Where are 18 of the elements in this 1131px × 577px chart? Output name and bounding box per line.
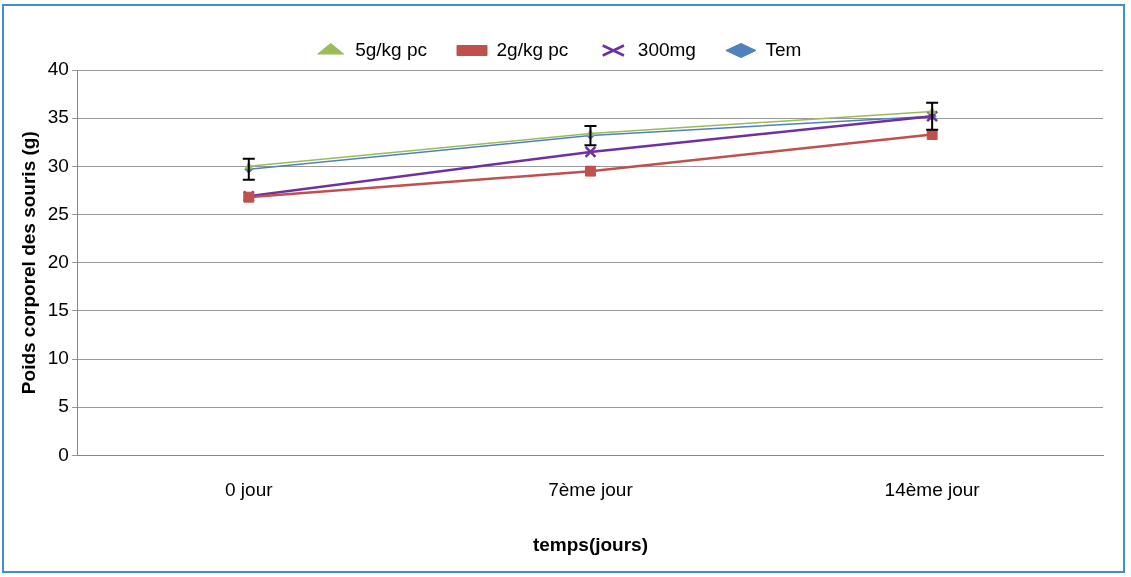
x-tick-label: 7ème jour [548, 479, 634, 501]
y-tick-label: 20 [47, 250, 69, 272]
y-tick-label: 10 [47, 347, 69, 369]
x-axis-title: temps(jours) [532, 533, 649, 555]
y-tick-label: 15 [47, 299, 69, 321]
legend-label: 5g/kg pc [355, 38, 428, 60]
y-tick-label: 5 [58, 395, 69, 417]
legend-label: 300mg [637, 38, 696, 60]
y-tick-label: 40 [47, 58, 69, 80]
x-tick-label: 14ème jour [884, 479, 981, 501]
legend-label: 2g/kg pc [496, 38, 569, 60]
y-tick-label: 35 [47, 106, 69, 128]
y-tick-label: 30 [47, 154, 69, 176]
y-axis-title: Poids corporel des souris (g) [17, 131, 39, 395]
y-tick-label: 0 [58, 443, 69, 465]
legend-label: Tem [765, 38, 802, 60]
y-tick-label: 25 [47, 202, 69, 224]
x-tick-label: 0 jour [225, 479, 274, 501]
